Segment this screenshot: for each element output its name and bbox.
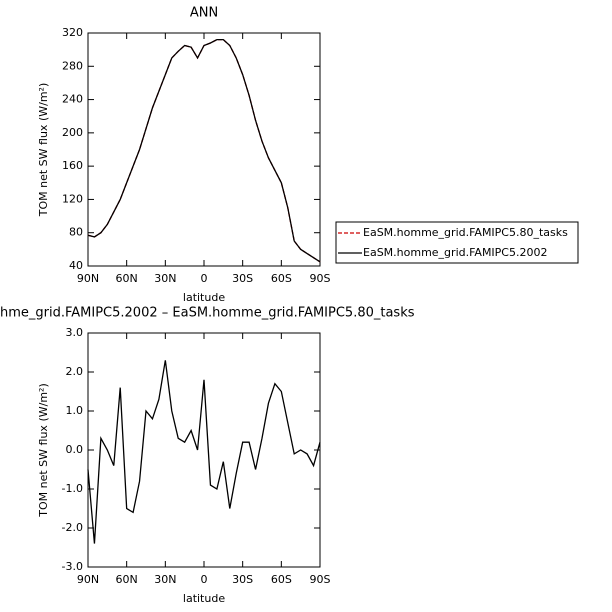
x-tick-label: 60S: [271, 272, 292, 285]
x-tick-label: 30S: [232, 573, 253, 586]
chart-title: ANN: [190, 6, 218, 21]
y-tick-label: 3.0: [66, 326, 84, 339]
x-tick-label: 0: [201, 272, 208, 285]
x-tick-label: 90S: [310, 573, 331, 586]
chart-title: hme_grid.FAMIPC5.2002 – EaSM.homme_grid.…: [0, 306, 415, 321]
x-axis-label: latitude: [183, 592, 225, 605]
legend-label: EaSM.homme_grid.FAMIPC5.80_tasks: [363, 226, 568, 239]
data-line: [87, 39, 321, 263]
legend-box: [335, 221, 579, 264]
y-axis-label: TOM net SW flux (W/m²): [37, 383, 50, 517]
x-tick-label: 0: [201, 573, 208, 586]
y-tick-label: 0.0: [66, 443, 84, 456]
x-tick-label: 30N: [154, 573, 176, 586]
y-tick-label: 2.0: [66, 365, 84, 378]
y-tick-label: 1.0: [66, 404, 84, 417]
x-tick-label: 90S: [310, 272, 331, 285]
data-line: [87, 39, 321, 263]
x-tick-label: 60S: [271, 573, 292, 586]
y-tick-label: 80: [69, 226, 83, 239]
data-line: [87, 360, 321, 544]
y-tick-label: 160: [62, 159, 83, 172]
y-tick-label: 280: [62, 59, 83, 72]
y-tick-label: 240: [62, 93, 83, 106]
x-axis-label: latitude: [183, 291, 225, 304]
x-tick-label: 60N: [116, 573, 138, 586]
y-tick-label: -3.0: [62, 560, 83, 573]
plot-frame: [87, 332, 321, 568]
y-axis-label: TOM net SW flux (W/m²): [37, 83, 50, 217]
x-tick-label: 30S: [232, 272, 253, 285]
y-tick-label: 120: [62, 192, 83, 205]
legend-label: EaSM.homme_grid.FAMIPC5.2002: [363, 246, 547, 259]
y-tick-label: -2.0: [62, 521, 83, 534]
x-tick-label: 90N: [77, 272, 99, 285]
plot-frame: [87, 32, 321, 267]
x-tick-label: 30N: [154, 272, 176, 285]
x-tick-label: 60N: [116, 272, 138, 285]
x-tick-label: 90N: [77, 573, 99, 586]
y-tick-label: 200: [62, 126, 83, 139]
y-tick-label: -1.0: [62, 482, 83, 495]
y-tick-label: 40: [69, 259, 83, 272]
y-tick-label: 320: [62, 26, 83, 39]
